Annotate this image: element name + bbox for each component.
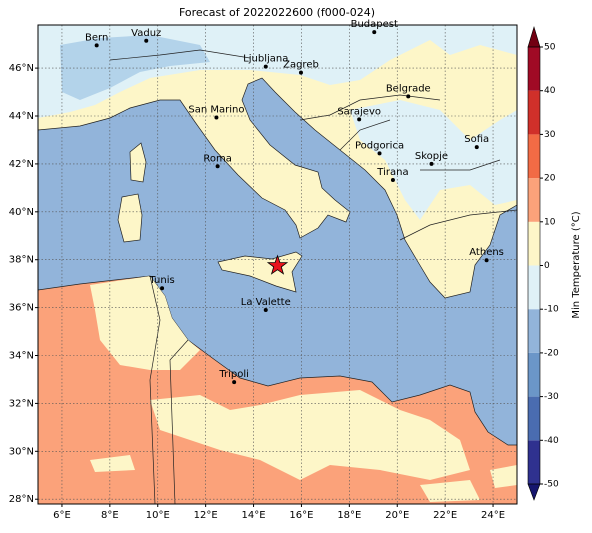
city-dot (372, 30, 377, 35)
city-label: Tunis (148, 275, 174, 286)
city-dot (263, 308, 268, 313)
alps-colder (60, 35, 210, 100)
colorbar-extend-high (527, 25, 541, 48)
x-tick-label: 6°E (53, 510, 71, 521)
city-dot (484, 258, 489, 263)
city-dot (94, 43, 99, 48)
colorbar-segment (528, 440, 540, 484)
colorbar-tick-label: -50 (544, 480, 559, 490)
x-tick-label: 18°E (337, 510, 361, 521)
city-dot (357, 117, 362, 122)
city-label: Sofia (464, 134, 489, 145)
y-tick-label: 28°N (9, 494, 34, 505)
x-tick-label: 14°E (242, 510, 266, 521)
city-label: Belgrade (386, 83, 431, 94)
corsica (129, 142, 147, 183)
star-marker (266, 254, 289, 275)
city-label: La Valette (241, 297, 291, 308)
africa-mild (90, 276, 517, 502)
colorbar-extend-low (527, 483, 541, 501)
city-dot (474, 145, 479, 150)
city-label: Tirana (376, 167, 408, 178)
colorbar-tick-label: -10 (544, 305, 559, 315)
colorbar-tick-label: 0 (544, 261, 550, 271)
colorbar-tick-label: 50 (544, 43, 556, 53)
europe-land (38, 25, 517, 299)
colorbar-segment (528, 90, 540, 135)
y-tick-label: 40°N (9, 207, 34, 218)
city-dot (406, 94, 411, 99)
city-dot (144, 38, 149, 43)
colorbar-segment (528, 221, 540, 266)
colorbar-tick-label: 30 (544, 130, 556, 140)
colorbar-segment (528, 178, 540, 222)
colorbar-label: Min Temperature (°C) (571, 211, 582, 318)
colorbar-tick-label: 10 (544, 217, 556, 227)
city-label: Zagreb (283, 60, 319, 71)
colorbar-segment (528, 396, 540, 441)
x-tick-label: 22°E (433, 510, 457, 521)
city-label: Athens (469, 247, 504, 258)
city-label: Bern (85, 32, 108, 43)
colorbar-tick-label: -20 (544, 348, 559, 358)
city-dot (215, 164, 220, 169)
city-label: Tripoli (218, 369, 249, 380)
y-tick-label: 38°N (9, 255, 34, 266)
city-dot (298, 70, 303, 75)
overlay: 6°E 8°E 10°E 12°E 14°E 16°E 18°E 20°E 22°E 24°E 28… (9, 19, 517, 521)
city-dot (377, 151, 382, 156)
y-tick-label: 42°N (9, 159, 34, 170)
colorbar-tick-label: -40 (544, 436, 559, 446)
x-tick-label: 24°E (481, 510, 505, 521)
map-frame (37, 24, 518, 505)
colorbar-segment (528, 265, 540, 310)
city-dot (214, 115, 219, 120)
y-tick-label: 34°N (9, 351, 34, 362)
colorbar-segment (528, 134, 540, 179)
y-tick-label: 36°N (9, 303, 34, 314)
balkan-cold (350, 100, 517, 220)
sardinia (117, 193, 143, 243)
x-tick-label: 8°E (101, 510, 119, 521)
city-label: Skopje (415, 151, 448, 162)
city-dot (429, 161, 434, 166)
colorbar-segment (528, 352, 540, 397)
sicily (217, 251, 303, 293)
borders (109, 49, 517, 504)
city-dot (390, 177, 395, 182)
city-dot (232, 380, 237, 385)
colorbar-tick-label: -30 (544, 392, 559, 402)
x-tick-label: 12°E (194, 510, 218, 521)
y-tick-label: 46°N (9, 63, 34, 74)
colorbar-segment (528, 47, 540, 91)
y-tick-label: 32°N (9, 398, 34, 409)
x-tick-label: 10°E (146, 510, 170, 521)
city-label: Vaduz (131, 28, 161, 39)
city-label: Ljubljana (243, 54, 288, 65)
y-tick-label: 44°N (9, 111, 34, 122)
y-tick-label: 30°N (9, 446, 34, 457)
x-tick-label: 16°E (289, 510, 313, 521)
city-label: Roma (203, 153, 232, 164)
x-tick-label: 20°E (385, 510, 409, 521)
colorbar-tick-label: 40 (544, 86, 556, 96)
city-label: Podgorica (355, 140, 404, 151)
colorbar-tick-label: 20 (544, 174, 556, 184)
city-label: Sarajevo (337, 106, 381, 117)
city-dot (160, 286, 165, 291)
colorbar-segment (528, 309, 540, 353)
title: Forecast of 2022022600 (f000-024) (179, 6, 375, 19)
city-label: San Marino (188, 104, 244, 115)
city-dot (263, 64, 268, 69)
